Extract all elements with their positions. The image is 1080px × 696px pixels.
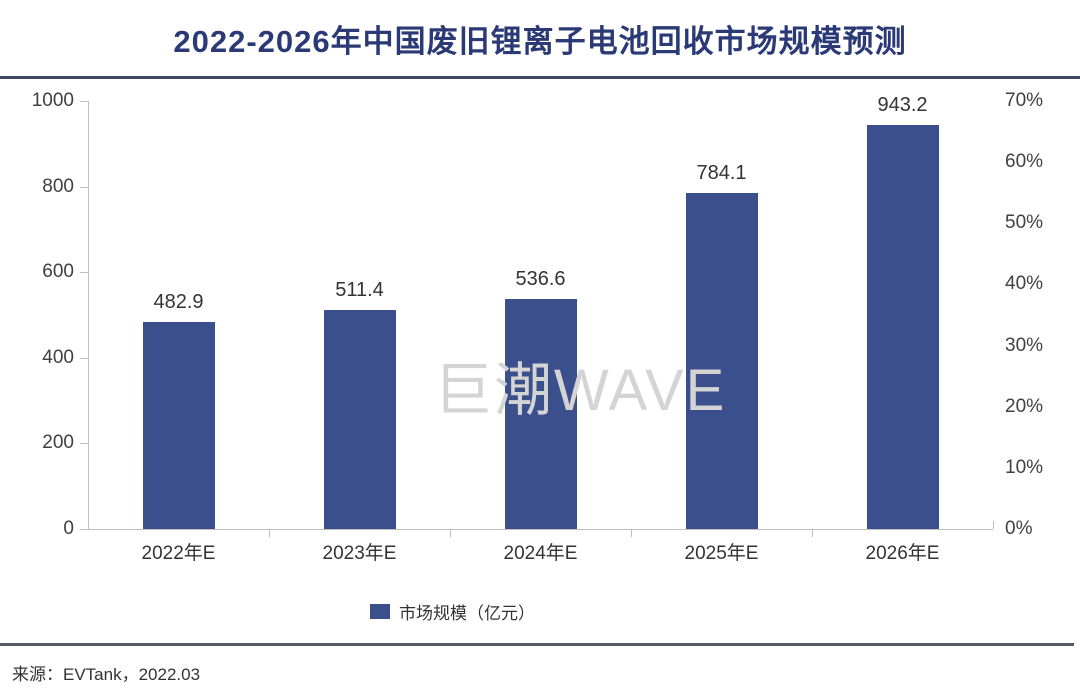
y-axis-tick — [80, 443, 88, 445]
bar-value-label: 482.9 — [153, 291, 204, 314]
right-axis-tick-label: 40% — [1005, 273, 1044, 295]
legend-label: 市场规模（亿元） — [399, 604, 535, 623]
right-axis-tick-label: 50% — [1005, 212, 1044, 234]
x-axis-tick — [812, 529, 813, 537]
right-axis-tick-label: 20% — [1005, 395, 1044, 417]
chart-title: 2022-2026年中国废旧锂离子电池回收市场规模预测 — [173, 24, 907, 59]
y-axis-tick-label: 0 — [63, 518, 74, 539]
bar-value-label: 784.1 — [696, 162, 747, 185]
legend-swatch-icon — [370, 604, 390, 619]
bar — [866, 125, 939, 529]
y-axis-tick — [80, 101, 88, 102]
x-category-label: 2025年E — [684, 543, 759, 564]
y-axis-tick — [80, 357, 88, 359]
x-category-label: 2023年E — [322, 543, 397, 564]
bar — [142, 322, 215, 529]
right-axis-tick-label: 30% — [1005, 334, 1044, 356]
x-axis-tick — [269, 529, 270, 537]
right-axis-tick-label: 60% — [1005, 151, 1044, 173]
legend: 市场规模（亿元） — [370, 599, 535, 624]
y-axis-tick-label: 800 — [42, 175, 74, 197]
y-axis-tick — [80, 272, 88, 274]
x-axis-tick — [450, 529, 451, 537]
bar — [685, 193, 758, 529]
y-axis-tick-label: 600 — [42, 261, 74, 283]
right-axis-tick-label: 10% — [1005, 456, 1044, 478]
bar-value-label: 536.6 — [515, 268, 566, 291]
source-note: 来源：EVTank，2022.03 — [12, 665, 201, 684]
footer-divider — [0, 643, 1074, 646]
y-axis-tick — [80, 529, 88, 530]
x-axis-line — [88, 529, 993, 530]
watermark: 巨潮WAVE — [434, 358, 727, 423]
right-axis-tick — [993, 521, 994, 529]
y-axis-tick — [80, 186, 88, 188]
y-axis-tick-label: 200 — [42, 432, 74, 454]
title-divider — [0, 76, 1080, 79]
bar-value-label: 943.2 — [877, 94, 928, 117]
x-axis-tick — [631, 529, 632, 537]
bar — [323, 310, 396, 529]
right-axis-tick-label: 70% — [1005, 90, 1044, 111]
x-category-label: 2022年E — [141, 543, 216, 564]
bar — [504, 299, 577, 529]
x-category-label: 2026年E — [865, 543, 940, 564]
right-axis-tick-label: 0% — [1005, 518, 1033, 539]
y-axis-line — [88, 101, 89, 529]
bar-value-label: 511.4 — [335, 279, 384, 302]
y-axis-tick-label: 1000 — [31, 90, 74, 111]
x-category-label: 2024年E — [503, 543, 578, 564]
y-axis-tick-label: 400 — [42, 346, 74, 368]
